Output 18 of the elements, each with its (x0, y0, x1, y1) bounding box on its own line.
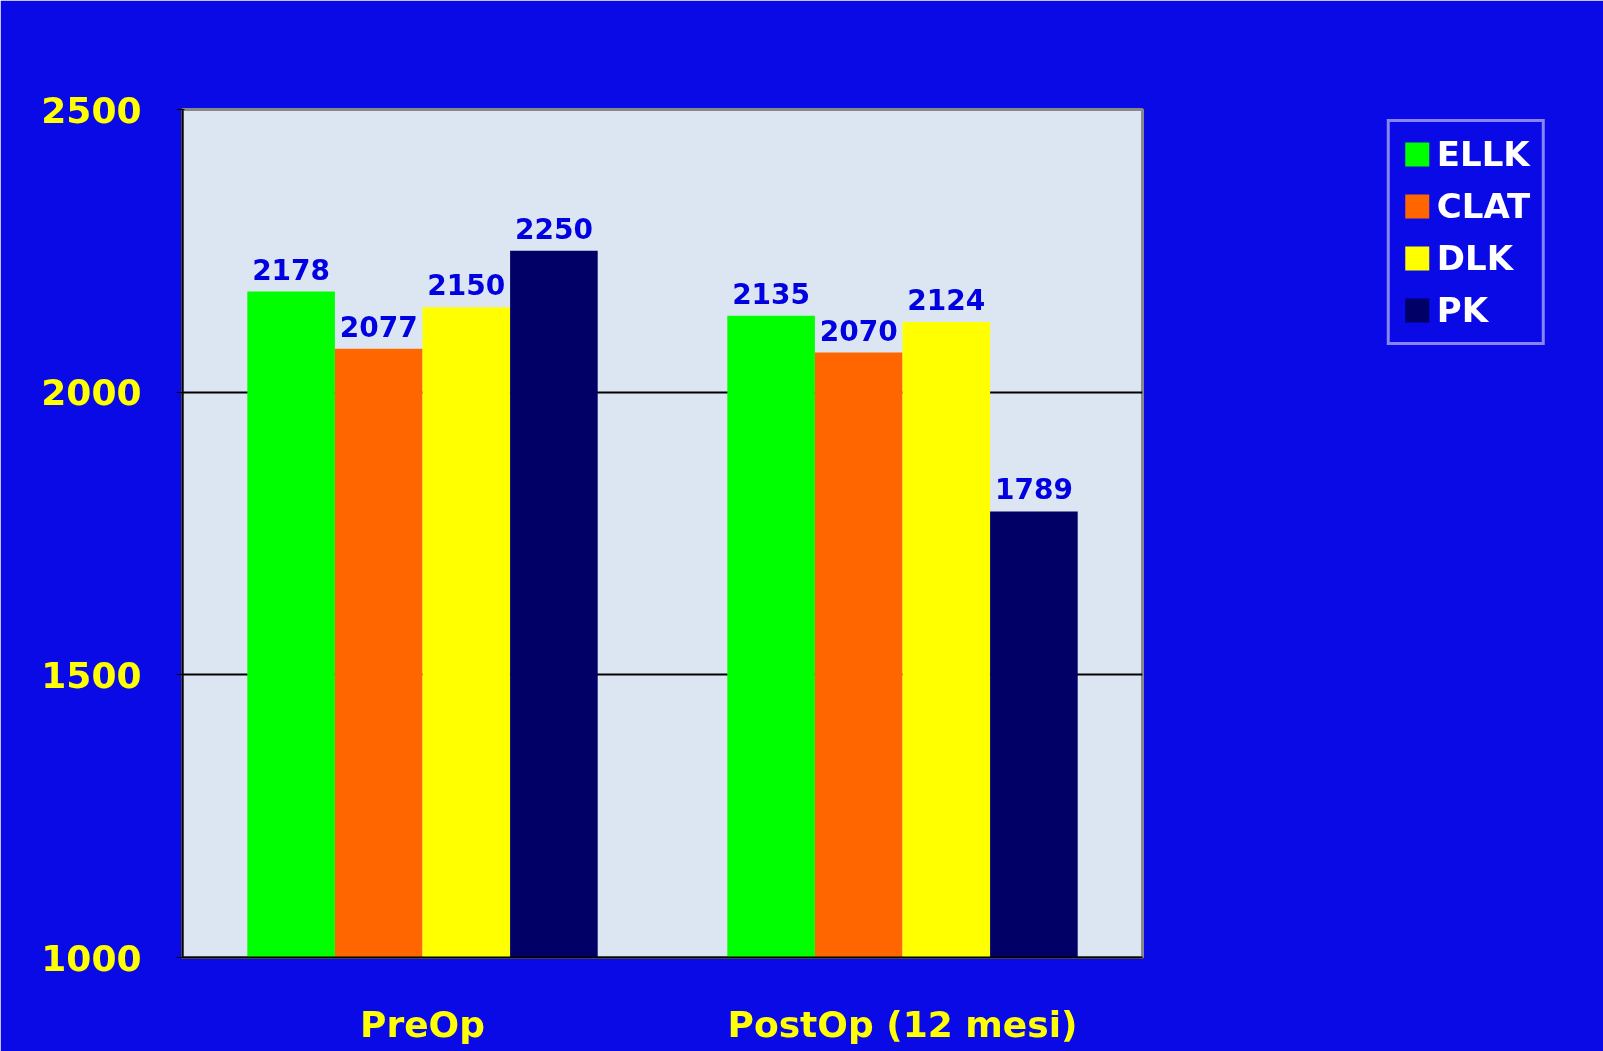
legend-label: ELLK (1436, 134, 1530, 174)
data-label: 2070 (819, 314, 898, 348)
data-label: 2077 (339, 310, 418, 344)
legend-label: DLK (1436, 238, 1513, 278)
data-label: 2150 (427, 269, 506, 303)
x-tick-label: PostOp (12 mesi) (727, 1003, 1078, 1045)
data-label: 2124 (907, 284, 986, 318)
data-label: 2178 (252, 253, 331, 287)
x-tick-label: PreOp (360, 1003, 485, 1045)
y-tick-label: 1000 (41, 937, 142, 979)
data-label: 2135 (732, 277, 811, 311)
y-tick-label: 2000 (41, 372, 142, 414)
data-label: 1789 (994, 473, 1073, 507)
y-tick-label: 2500 (41, 89, 142, 131)
legend-label: CLAT (1436, 186, 1531, 226)
legend-label: PK (1436, 290, 1489, 330)
y-tick-label: 1500 (41, 654, 142, 696)
data-label: 2250 (514, 212, 593, 246)
